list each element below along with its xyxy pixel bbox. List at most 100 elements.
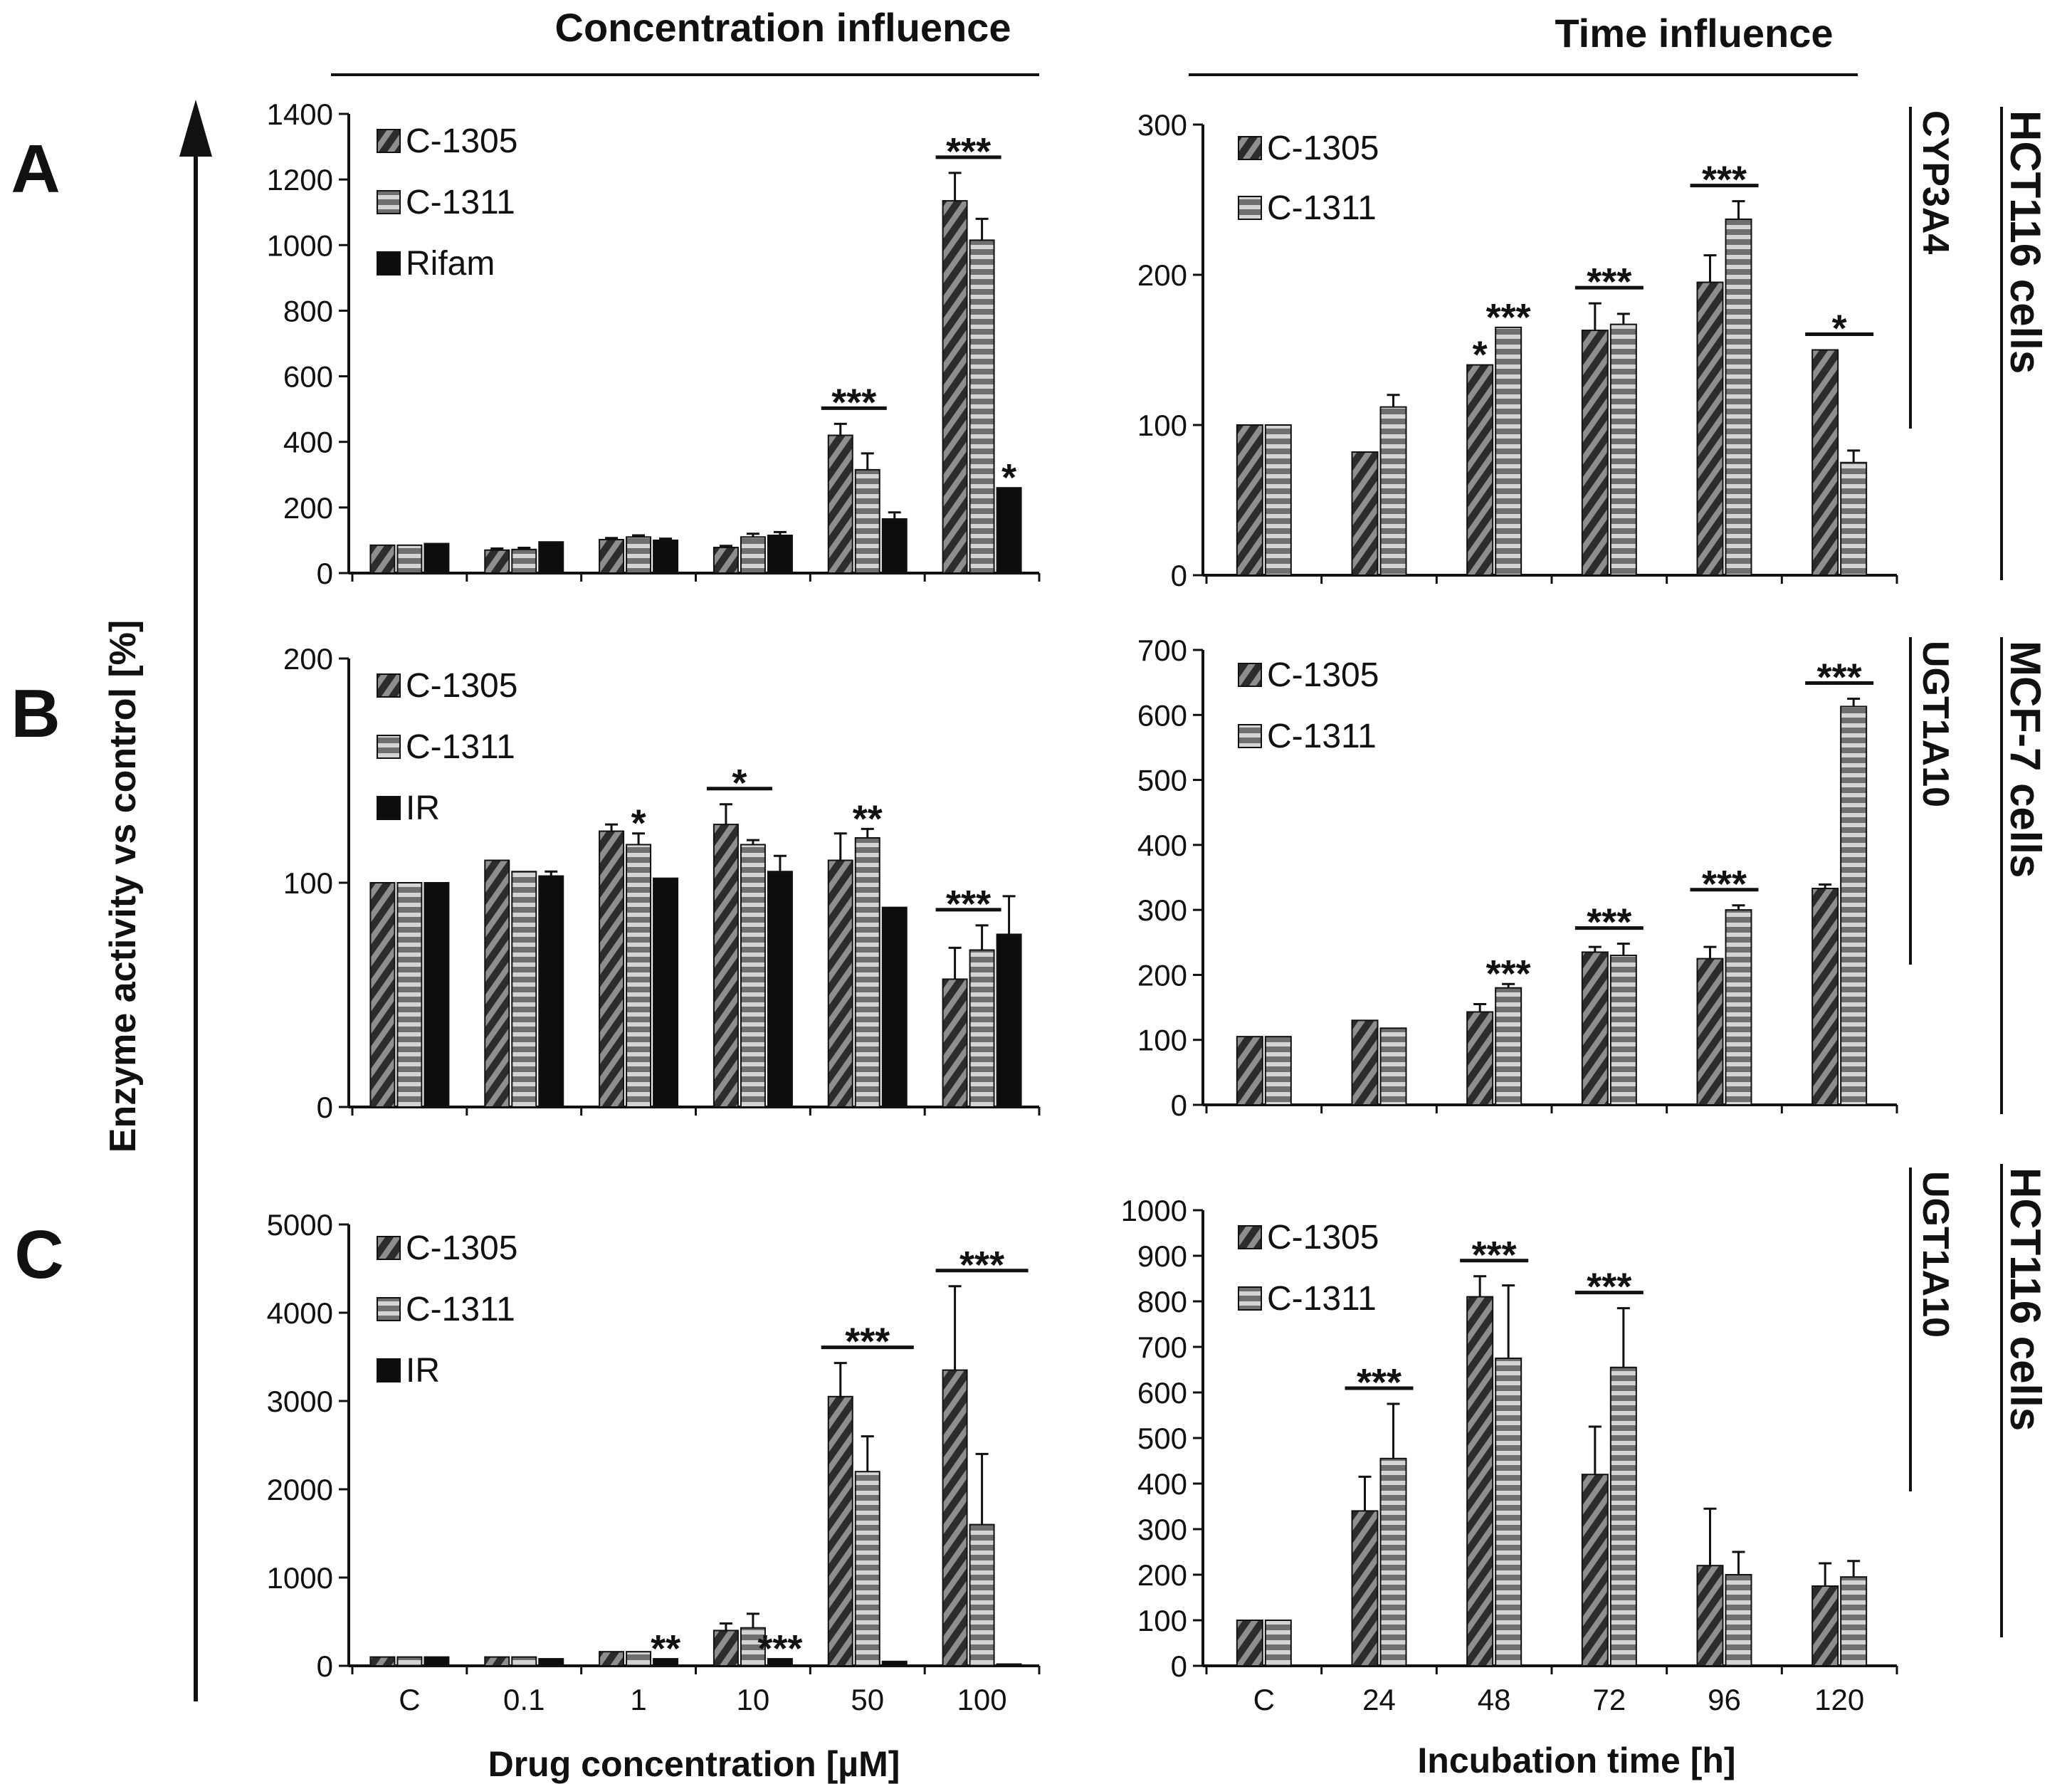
bar — [740, 536, 766, 574]
legend-swatch — [377, 251, 401, 276]
bar — [996, 933, 1022, 1108]
bar — [369, 882, 396, 1108]
y-tick-label: 200 — [283, 642, 333, 676]
x-tick-label: 48 — [1478, 1683, 1511, 1716]
bar — [511, 548, 537, 574]
y-tick-label: 600 — [1137, 1376, 1187, 1410]
significance-marker: *** — [1817, 656, 1862, 698]
bar — [1466, 364, 1494, 576]
enzyme-label-cyp3a4: CYP3A4 — [1915, 110, 1956, 254]
significance-marker: *** — [845, 1321, 890, 1363]
significance-marker: *** — [1702, 159, 1747, 201]
bar — [1840, 1576, 1868, 1667]
significance-marker: * — [732, 762, 747, 804]
cell-label-mcf7: MCF-7 cells — [2002, 641, 2049, 878]
legend-swatch — [377, 190, 401, 214]
y-tick-label: 0 — [317, 1649, 333, 1683]
y-tick-label: 400 — [283, 426, 333, 459]
y-tick-label: 1200 — [267, 163, 333, 196]
legend-swatch — [377, 1358, 401, 1382]
significance-marker: * — [631, 802, 646, 845]
bar — [538, 541, 564, 574]
bar — [1379, 1457, 1407, 1667]
significance-marker: *** — [1587, 1266, 1631, 1308]
bar — [626, 844, 652, 1108]
legend-swatch — [1238, 1225, 1262, 1249]
bar — [424, 882, 450, 1108]
bar — [1725, 909, 1752, 1106]
bar — [1811, 1585, 1839, 1667]
bar — [1236, 424, 1263, 576]
bar — [1696, 1565, 1724, 1667]
bar — [1609, 955, 1637, 1106]
bar — [396, 544, 423, 574]
bar — [767, 871, 793, 1108]
bar — [827, 1395, 853, 1667]
x-tick-label: 72 — [1592, 1683, 1626, 1716]
bar — [511, 871, 537, 1108]
significance-marker: *** — [831, 381, 876, 424]
legend-swatch — [377, 1236, 401, 1260]
x-axis-title-concentration: Drug concentration [µM] — [488, 1744, 900, 1784]
significance-marker: * — [1473, 334, 1488, 377]
x-tick-label: 1 — [630, 1683, 646, 1716]
bar — [1840, 705, 1868, 1106]
significance-marker: *** — [1702, 863, 1747, 906]
bar — [881, 1660, 908, 1667]
y-tick-label: 300 — [1137, 1513, 1187, 1546]
bar — [881, 518, 908, 574]
y-tick-label: 0 — [317, 557, 333, 590]
bar — [1236, 1036, 1263, 1106]
y-axis-label: Enzyme activity vs control [%] — [102, 620, 144, 1153]
y-tick-label: 600 — [1137, 698, 1187, 732]
bar — [1466, 1011, 1494, 1106]
significance-marker: ** — [651, 1627, 680, 1670]
bar — [369, 1656, 396, 1667]
legend-label: C-1311 — [1267, 1280, 1377, 1318]
bar — [854, 837, 880, 1108]
bar — [996, 1663, 1022, 1667]
bar — [1609, 323, 1637, 576]
row-letter-a: A — [11, 131, 60, 207]
panel-c-time: 0 100 200 300 400 500 600 700 800 900 1000 C 24 48 72 9… — [1121, 1194, 1898, 1716]
bar — [1581, 330, 1609, 576]
y-tick-label: 100 — [1137, 1604, 1187, 1637]
y-tick-label: 2000 — [267, 1473, 333, 1506]
legend-label: C-1305 — [406, 667, 517, 705]
y-tick-label: 5000 — [267, 1208, 333, 1242]
bar — [1811, 888, 1839, 1106]
significance-marker: *** — [1486, 296, 1531, 339]
significance-marker: *** — [1587, 901, 1631, 944]
bar — [854, 468, 880, 574]
bar — [538, 875, 564, 1108]
bar — [626, 536, 652, 574]
bar — [653, 539, 679, 574]
cell-label-hct116-c: HCT116 cells — [2002, 1168, 2049, 1431]
y-tick-label: 800 — [1137, 1285, 1187, 1318]
y-tick-label: 700 — [1137, 634, 1187, 667]
bar — [942, 1369, 968, 1667]
legend-label: C-1311 — [406, 1291, 515, 1328]
y-tick-label: 3000 — [267, 1385, 333, 1418]
column-title-concentration: Concentration influence — [555, 5, 1011, 50]
bar — [1495, 326, 1523, 576]
bar — [712, 547, 739, 574]
bar — [396, 1656, 423, 1667]
bar — [511, 1656, 537, 1667]
y-tick-label: 1000 — [267, 229, 333, 262]
bar — [538, 1658, 564, 1667]
significance-marker: * — [1832, 308, 1847, 350]
legend-label: C-1305 — [1267, 130, 1379, 167]
bar — [599, 539, 625, 574]
y-tick-label: 1400 — [267, 98, 333, 131]
bar — [653, 1658, 679, 1667]
y-tick-label: 400 — [1137, 1467, 1187, 1501]
bar — [969, 239, 995, 574]
legend-swatch — [377, 673, 401, 698]
legend-swatch — [1238, 663, 1262, 687]
y-tick-label: 1000 — [1121, 1194, 1187, 1227]
bar — [1725, 1574, 1752, 1667]
bar — [712, 1630, 739, 1667]
